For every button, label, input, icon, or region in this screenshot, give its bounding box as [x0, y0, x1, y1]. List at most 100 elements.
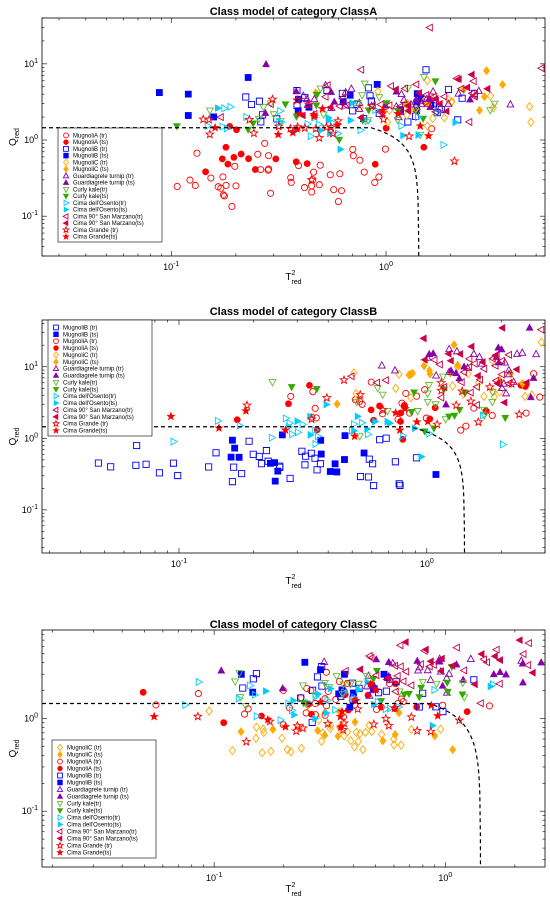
- data-point: [450, 340, 458, 350]
- data-point: [464, 117, 473, 127]
- data-point: [346, 681, 355, 689]
- data-point: [254, 115, 264, 124]
- data-point: [412, 95, 420, 103]
- data-point: [332, 673, 341, 681]
- data-point: [355, 104, 364, 112]
- data-point: [356, 729, 364, 739]
- data-point: [452, 643, 460, 652]
- data-point: [267, 189, 275, 197]
- legend: MugnoliB (tr)MugnoliB (ts)MugnoliA (tr)M…: [47, 319, 153, 437]
- data-point: [307, 449, 315, 457]
- legend-marker: [56, 848, 64, 856]
- legend-entry: MugnoliC (ts): [73, 167, 109, 173]
- data-point: [152, 701, 160, 709]
- data-point: [390, 407, 401, 417]
- data-point: [352, 727, 360, 738]
- data-point: [228, 745, 237, 756]
- series-15: [149, 679, 443, 732]
- data-point: [391, 729, 399, 739]
- data-point: [340, 731, 348, 741]
- data-point: [472, 382, 480, 391]
- data-point: [448, 381, 457, 391]
- data-point: [497, 383, 507, 391]
- data-point: [495, 656, 503, 664]
- legend-marker: [56, 808, 64, 815]
- data-point: [292, 94, 303, 105]
- data-point: [319, 657, 329, 665]
- data-point: [413, 656, 422, 664]
- data-point: [361, 727, 370, 738]
- data-point: [504, 350, 512, 360]
- data-point: [364, 84, 373, 92]
- data-point: [413, 703, 421, 711]
- data-point: [455, 406, 464, 415]
- data-point: [421, 645, 429, 654]
- data-point: [313, 91, 321, 99]
- data-point: [398, 677, 407, 686]
- series-14: [192, 695, 465, 747]
- data-point: [529, 373, 538, 381]
- data-point: [354, 736, 363, 747]
- data-point: [317, 450, 325, 458]
- data-point: [317, 736, 326, 747]
- data-point: [350, 742, 359, 752]
- legend-marker: [56, 835, 63, 842]
- data-point: [495, 679, 503, 688]
- data-point: [458, 691, 467, 699]
- data-point: [230, 463, 238, 471]
- data-point: [377, 729, 386, 740]
- legend-marker: [63, 146, 69, 152]
- data-point: [444, 99, 453, 107]
- legend-entry: Guardiagrele turnip (ts): [67, 795, 129, 801]
- legend-entry: Curly kale(tr): [67, 802, 101, 808]
- data-point: [231, 444, 239, 452]
- data-point: [299, 91, 308, 99]
- series-12: [346, 325, 545, 410]
- data-point: [321, 80, 330, 89]
- data-point: [232, 182, 240, 190]
- legend-entry: Guardiagrele turnip (ts): [63, 374, 125, 380]
- data-point: [425, 349, 434, 357]
- chart-classB: Class model of category ClassB 10-1 100 10-…: [8, 306, 546, 590]
- data-point: [432, 471, 440, 478]
- data-point: [459, 675, 468, 683]
- y-tick-label: 10-1: [22, 504, 38, 515]
- data-point: [372, 655, 381, 663]
- data-point: [244, 126, 253, 134]
- data-point: [391, 85, 399, 94]
- legend-entry: MugnoliB (ts): [63, 332, 98, 338]
- data-point: [371, 160, 379, 168]
- data-point: [230, 678, 240, 687]
- legend: MugnoliA (tr)MugnoliA (ts)MugnoliB (tr)M…: [57, 127, 163, 243]
- data-point: [493, 379, 501, 388]
- legend-marker: [62, 187, 70, 194]
- data-point: [273, 121, 284, 131]
- data-point: [323, 81, 331, 90]
- legend-box: [51, 739, 157, 859]
- data-point: [297, 722, 308, 733]
- data-point: [241, 399, 253, 410]
- data-point: [377, 404, 388, 415]
- chart-panel-classC: Class model of category ClassC 10-1 100 10-…: [0, 605, 550, 908]
- data-point: [286, 418, 295, 428]
- legend-marker: [52, 426, 60, 434]
- data-point: [439, 92, 448, 101]
- data-point: [227, 453, 235, 461]
- data-point: [212, 449, 220, 457]
- data-point: [467, 70, 475, 79]
- legend-entry: Curly kale(ts): [63, 387, 98, 393]
- data-point: [450, 412, 459, 420]
- data-point: [489, 670, 498, 678]
- legend-entry: Cima 90° San Marzano(ts): [63, 415, 134, 421]
- data-point: [269, 724, 277, 734]
- legend-box: [47, 319, 153, 437]
- x-tick-label: 10-1: [163, 261, 179, 272]
- data-point: [94, 459, 102, 467]
- data-point: [286, 474, 294, 482]
- data-point: [449, 745, 457, 755]
- data-point: [371, 671, 380, 680]
- data-point: [473, 371, 481, 380]
- data-point: [238, 470, 246, 478]
- data-point: [479, 406, 489, 415]
- legend-marker: [53, 331, 59, 338]
